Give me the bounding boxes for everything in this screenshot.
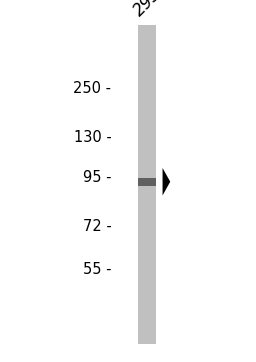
Text: 95 -: 95 - [83,170,111,185]
Text: 55 -: 55 - [83,262,111,277]
Polygon shape [163,168,170,195]
Text: 72 -: 72 - [83,219,111,234]
Bar [138,178,156,186]
Text: 293: 293 [130,0,165,20]
Text: 130 -: 130 - [74,130,111,145]
Bar [138,25,156,344]
Text: 250 -: 250 - [73,81,111,96]
